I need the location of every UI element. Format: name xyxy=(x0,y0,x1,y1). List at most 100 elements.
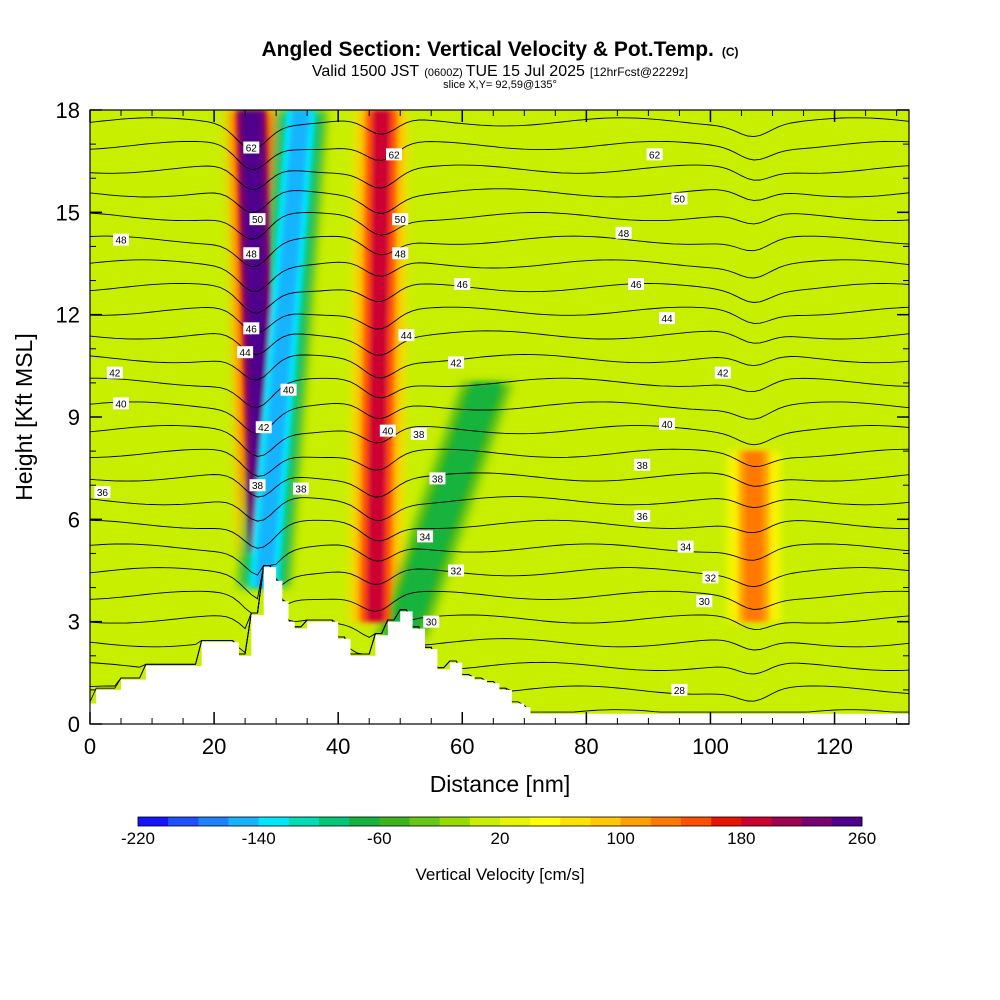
x-tick-label: 0 xyxy=(84,734,96,759)
theta-contour xyxy=(90,425,909,457)
theta-label: 46 xyxy=(454,277,471,291)
theta-contour xyxy=(90,117,909,150)
theta-contour xyxy=(90,259,909,292)
x-axis: 0 20 40 60 80 100 120 xyxy=(84,110,898,759)
theta-label-bg xyxy=(646,148,663,161)
theta-label-bg xyxy=(379,424,396,437)
theta-label-bg xyxy=(429,472,446,485)
theta-label-bg xyxy=(417,530,434,543)
theta-label: 40 xyxy=(113,397,130,410)
colorbar-label: Vertical Velocity [cm/s] xyxy=(415,865,584,884)
theta-label-bg xyxy=(423,615,440,628)
theta-label: 48 xyxy=(243,247,260,260)
theta-label: 40 xyxy=(379,424,396,438)
theta-label-text: 38 xyxy=(637,461,649,472)
theta-contour xyxy=(90,140,909,171)
theta-label-bg xyxy=(454,277,471,290)
theta-label: 30 xyxy=(696,595,713,608)
theta-contour xyxy=(90,564,909,655)
theta-label-bg xyxy=(448,564,465,577)
theta-label-bg xyxy=(628,277,644,290)
colorbar-swatch xyxy=(319,817,350,826)
theta-label-text: 48 xyxy=(115,236,127,247)
colorbar-tick-label: 180 xyxy=(727,829,755,848)
theta-label-bg xyxy=(696,595,713,608)
theta-label-bg xyxy=(113,233,130,246)
theta-label-bg xyxy=(386,148,403,161)
theta-label-bg xyxy=(659,417,676,430)
colorbar-swatch xyxy=(439,817,471,826)
colorbar-swatch xyxy=(288,817,320,826)
theta-label-bg xyxy=(237,346,254,359)
y-tick-label: 6 xyxy=(68,507,80,532)
colorbar-swatch xyxy=(741,817,772,826)
theta-label-bg xyxy=(249,479,266,492)
theta-contour xyxy=(90,164,909,191)
theta-label: 38 xyxy=(410,428,427,441)
colorbar: -220 -140 -60 20 100 180 260 xyxy=(121,816,876,848)
theta-label-text: 48 xyxy=(246,249,258,260)
chart-subtitle: Valid 1500 JST (0600Z) TUE 15 Jul 2025 [12h… xyxy=(312,63,688,80)
theta-label: 40 xyxy=(659,417,676,431)
y-tick-label: 0 xyxy=(68,712,80,737)
theta-label: 62 xyxy=(646,148,663,161)
theta-contour xyxy=(90,564,909,638)
theta-label-text: 48 xyxy=(395,249,407,260)
theta-label-bg xyxy=(280,383,297,396)
theta-label-text: 50 xyxy=(674,195,686,206)
theta-label: 34 xyxy=(417,530,434,543)
theta-label-text: 32 xyxy=(705,573,717,584)
x-tick-label: 60 xyxy=(450,734,474,759)
theta-label-text: 34 xyxy=(680,543,692,554)
theta-label: 42 xyxy=(714,366,731,380)
theta-contour xyxy=(90,401,909,435)
colorbar-swatch xyxy=(228,817,259,826)
theta-contour xyxy=(90,354,909,381)
theta-label: 46 xyxy=(628,277,644,291)
theta-label-text: 42 xyxy=(451,358,463,369)
theta-label-text: 36 xyxy=(637,512,649,523)
theta-label-text: 44 xyxy=(401,331,413,342)
theta-label-bg xyxy=(392,213,409,226)
theta-label: 42 xyxy=(106,366,123,380)
slice-info: slice X,Y= 92,59@135° xyxy=(443,79,557,91)
theta-label-bg xyxy=(243,322,260,335)
theta-label-text: 30 xyxy=(426,618,438,629)
theta-label: 50 xyxy=(392,213,409,226)
theta-label-text: 46 xyxy=(246,324,258,335)
theta-label: 48 xyxy=(392,247,409,260)
theta-label-bg xyxy=(714,366,731,379)
colorbar-swatch xyxy=(801,817,833,826)
theta-label: 42 xyxy=(448,356,465,369)
theta-label: 48 xyxy=(615,226,632,240)
theta-label-bg xyxy=(249,213,266,226)
theta-label-text: 34 xyxy=(419,532,431,543)
colorbar-swatch xyxy=(590,817,621,826)
theta-label-text: 38 xyxy=(432,474,444,485)
updraft-level xyxy=(745,451,763,622)
theta-label-text: 38 xyxy=(252,481,264,492)
theta-contour xyxy=(90,472,909,498)
theta-label-bg xyxy=(94,486,111,499)
colorbar-tick-label: 100 xyxy=(606,829,634,848)
updraft-level xyxy=(366,110,391,622)
theta-contour xyxy=(90,564,909,614)
velocity-cores xyxy=(236,110,769,639)
theta-label: 34 xyxy=(677,540,694,554)
colorbar-swatch xyxy=(831,817,863,826)
theta-label-text: 40 xyxy=(283,386,295,397)
theta-label-text: 50 xyxy=(252,215,264,226)
colorbar-tick-label: -220 xyxy=(121,829,155,848)
theta-label-text: 32 xyxy=(451,567,463,578)
theta-label-text: 42 xyxy=(258,423,270,434)
theta-label: 46 xyxy=(243,322,260,335)
theta-label: 36 xyxy=(94,486,111,499)
theta-label-bg xyxy=(448,356,465,369)
theta-contour xyxy=(90,519,909,549)
x-tick-label: 100 xyxy=(692,734,729,759)
x-tick-label: 40 xyxy=(326,734,350,759)
colorbar-swatch xyxy=(379,817,410,826)
downdraft-level xyxy=(254,110,310,588)
theta-label-text: 40 xyxy=(382,427,394,438)
